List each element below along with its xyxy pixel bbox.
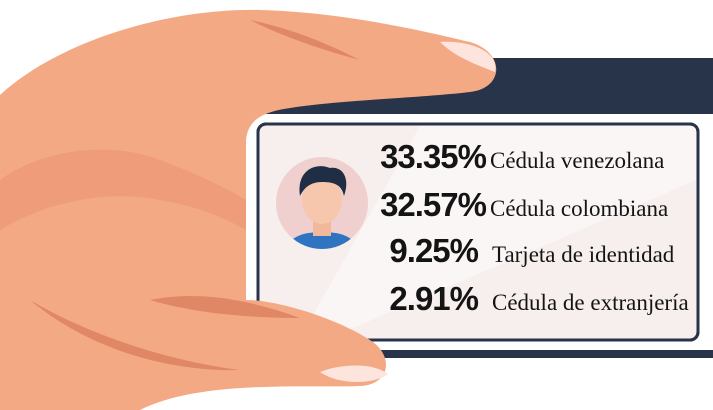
hand <box>0 9 497 410</box>
stat-label: Cédula colombiana <box>490 196 668 221</box>
stat-label: Cédula venezolana <box>490 148 664 173</box>
stat-value: 9.25% <box>389 232 478 269</box>
stat-label: Cédula de extranjería <box>492 290 689 315</box>
stat-label: Tarjeta de identidad <box>492 242 675 267</box>
stat-value: 2.91% <box>389 280 478 317</box>
stat-value: 32.57% <box>380 186 487 223</box>
card-shine <box>300 126 696 338</box>
stat-value: 33.35% <box>380 138 487 175</box>
stats: 33.35% Cédula venezolana 32.57% Cédula c… <box>380 138 689 317</box>
avatar <box>276 157 368 249</box>
card-border <box>256 122 700 342</box>
